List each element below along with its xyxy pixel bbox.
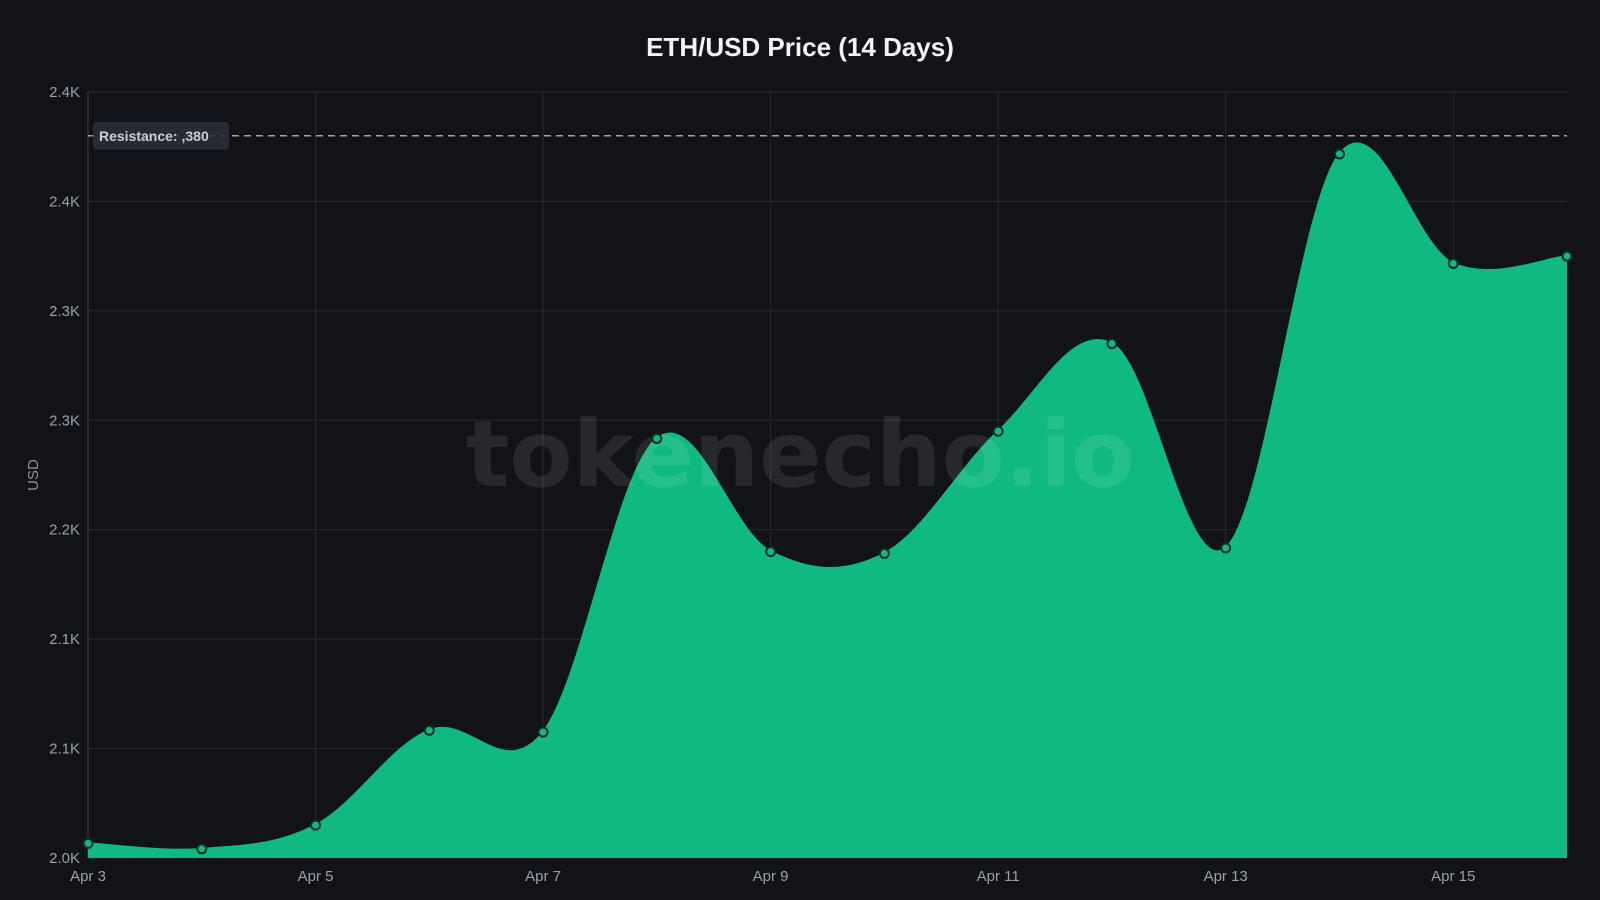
data-point (992, 425, 1004, 437)
x-tick-label: Apr 11 (977, 868, 1020, 885)
y-axis-label: USD (25, 459, 42, 491)
data-point (1220, 542, 1232, 554)
y-tick-label: 2.3K (49, 303, 80, 320)
data-point (1561, 250, 1573, 262)
x-tick-label: Apr 3 (70, 868, 106, 885)
data-point (1447, 257, 1459, 269)
x-tick-label: Apr 15 (1431, 868, 1475, 885)
y-tick-label: 2.2K (49, 522, 80, 539)
x-tick-label: Apr 13 (1204, 868, 1248, 885)
watermark: tokenecho.io (465, 401, 1134, 508)
x-tick-label: Apr 9 (753, 868, 789, 885)
data-point (651, 433, 663, 445)
data-point (196, 843, 208, 855)
data-point (1333, 148, 1345, 160)
chart-title: ETH/USD Price (14 Days) (646, 32, 954, 62)
data-point (310, 819, 322, 831)
y-tick-label: 2.1K (49, 631, 80, 648)
resistance-label: Resistance: ,380 (99, 128, 209, 144)
data-point (82, 837, 94, 849)
price-area (88, 143, 1567, 858)
y-tick-label: 2.4K (49, 84, 80, 101)
y-tick-label: 2.3K (49, 412, 80, 429)
data-point (1106, 338, 1118, 350)
data-point (765, 546, 777, 558)
x-tick-label: Apr 7 (525, 868, 561, 885)
y-tick-label: 2.1K (49, 741, 80, 758)
data-point (537, 726, 549, 738)
data-point (423, 724, 435, 736)
data-point (878, 547, 890, 559)
x-tick-label: Apr 5 (298, 868, 334, 885)
y-tick-label: 2.0K (49, 850, 80, 867)
y-tick-label: 2.4K (49, 193, 80, 210)
resistance-label-bg (93, 121, 229, 150)
